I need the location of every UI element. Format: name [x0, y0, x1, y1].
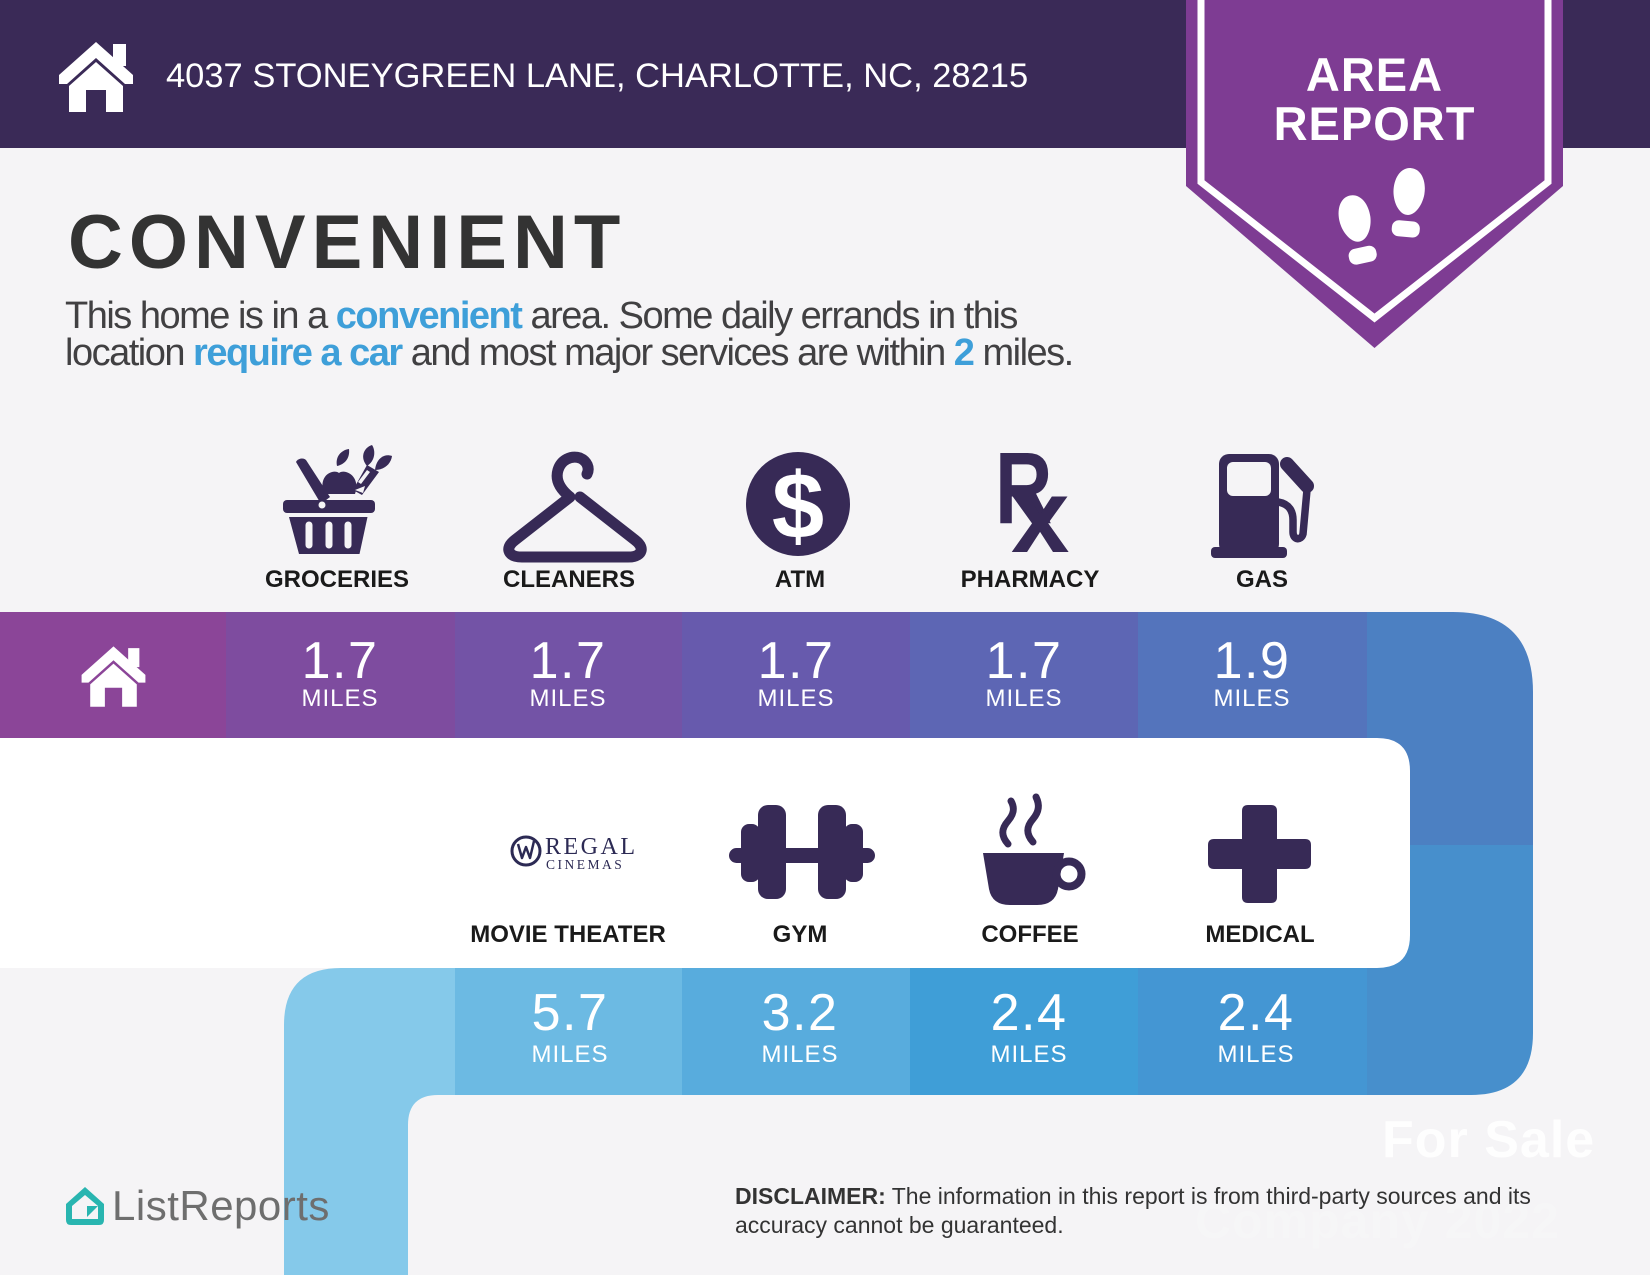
svg-text:CINEMAS: CINEMAS — [546, 857, 624, 872]
svg-text:$: $ — [772, 453, 824, 558]
svg-text:AREA: AREA — [1306, 48, 1443, 101]
svg-text:REGAL: REGAL — [545, 834, 638, 860]
svg-text:R: R — [995, 432, 1052, 546]
svg-text:REPORT: REPORT — [1274, 97, 1476, 150]
svg-text:x: x — [1011, 458, 1069, 575]
